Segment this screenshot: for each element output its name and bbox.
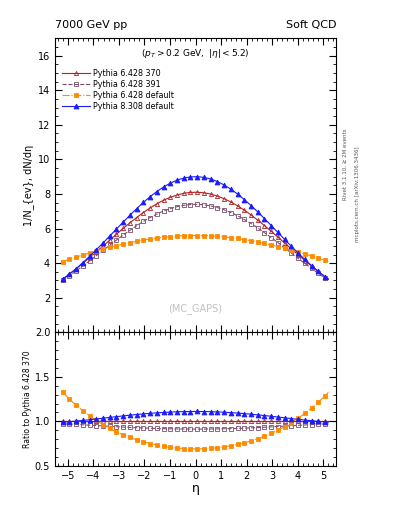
X-axis label: η: η	[191, 482, 200, 495]
Pythia 6.428 370	[61, 276, 65, 282]
Line: Pythia 6.428 370: Pythia 6.428 370	[61, 190, 331, 281]
Pythia 6.428 default	[191, 232, 196, 239]
Pythia 6.428 370	[326, 276, 331, 282]
Y-axis label: Ratio to Pythia 6.428 370: Ratio to Pythia 6.428 370	[23, 350, 32, 448]
Pythia 6.428 370	[191, 189, 196, 196]
Line: Pythia 6.428 391: Pythia 6.428 391	[61, 202, 331, 283]
Text: $(p_T > 0.2\ \mathrm{GeV},\ |\eta| < 5.2)$: $(p_T > 0.2\ \mathrm{GeV},\ |\eta| < 5.2…	[141, 47, 250, 60]
Pythia 6.428 370	[245, 209, 250, 216]
Text: Rivet 3.1.10, ≥ 2M events: Rivet 3.1.10, ≥ 2M events	[343, 128, 347, 200]
Pythia 6.428 default	[225, 234, 230, 240]
Pythia 6.428 391	[178, 203, 183, 209]
Pythia 6.428 370	[235, 203, 240, 209]
Pythia 6.428 391	[191, 201, 196, 207]
Text: (MC_GAPS): (MC_GAPS)	[169, 303, 222, 314]
Line: Pythia 6.428 default: Pythia 6.428 default	[61, 233, 331, 264]
Pythia 8.308 default	[225, 184, 230, 190]
Pythia 6.428 default	[61, 259, 65, 265]
Pythia 8.308 default	[299, 253, 304, 260]
Pythia 6.428 391	[225, 208, 230, 214]
Pythia 6.428 370	[178, 191, 183, 197]
Legend: Pythia 6.428 370, Pythia 6.428 391, Pythia 6.428 default, Pythia 8.308 default: Pythia 6.428 370, Pythia 6.428 391, Pyth…	[62, 69, 174, 111]
Pythia 6.428 391	[326, 278, 331, 284]
Pythia 6.428 default	[178, 233, 183, 239]
Pythia 6.428 391	[222, 207, 226, 213]
Pythia 6.428 391	[245, 219, 250, 225]
Pythia 8.308 default	[222, 182, 226, 188]
Pythia 8.308 default	[235, 191, 240, 197]
Pythia 6.428 391	[235, 212, 240, 219]
Pythia 6.428 default	[235, 236, 240, 242]
Pythia 6.428 370	[299, 254, 304, 261]
Pythia 8.308 default	[326, 276, 331, 283]
Text: 7000 GeV pp: 7000 GeV pp	[55, 19, 127, 30]
Pythia 6.428 default	[326, 259, 331, 265]
Text: mcplots.cern.ch [arXiv:1306.3436]: mcplots.cern.ch [arXiv:1306.3436]	[355, 147, 360, 242]
Pythia 6.428 default	[299, 250, 304, 256]
Pythia 6.428 370	[225, 197, 230, 203]
Pythia 6.428 391	[299, 258, 304, 264]
Pythia 6.428 default	[222, 234, 226, 240]
Pythia 8.308 default	[178, 176, 183, 182]
Pythia 8.308 default	[191, 174, 196, 180]
Y-axis label: 1/N_{ev}, dN/dη: 1/N_{ev}, dN/dη	[23, 145, 34, 226]
Pythia 6.428 370	[222, 196, 226, 202]
Pythia 6.428 391	[61, 278, 65, 284]
Line: Pythia 8.308 default: Pythia 8.308 default	[60, 174, 331, 282]
Pythia 8.308 default	[245, 199, 250, 205]
Pythia 8.308 default	[61, 276, 65, 283]
Pythia 6.428 default	[245, 237, 250, 243]
Text: Soft QCD: Soft QCD	[286, 19, 336, 30]
